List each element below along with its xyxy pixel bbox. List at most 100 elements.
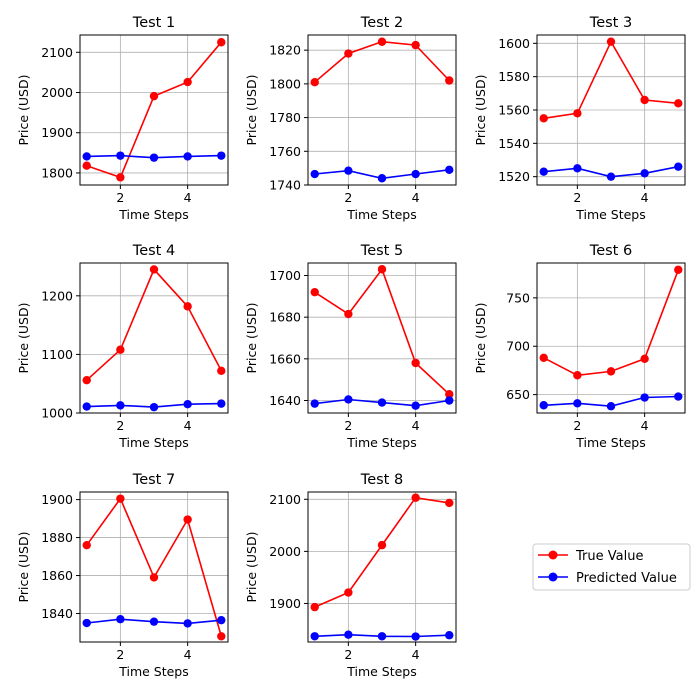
- data-point: [640, 169, 649, 178]
- data-point: [82, 540, 91, 550]
- legend-predicted-marker: [548, 572, 558, 582]
- data-point: [217, 399, 226, 408]
- data-point: [116, 173, 125, 182]
- axes-frame: [307, 34, 457, 186]
- data-point: [183, 400, 192, 409]
- data-point: [539, 401, 548, 410]
- data-point: [310, 287, 319, 297]
- x-tick-label: 4: [412, 418, 420, 433]
- data-point: [217, 151, 226, 160]
- data-point: [116, 151, 125, 160]
- series-line-true: [86, 267, 223, 381]
- data-point: [640, 95, 649, 105]
- y-tick-label: 1600: [498, 36, 530, 51]
- x-tick-label: 4: [412, 190, 420, 205]
- data-point: [411, 632, 420, 641]
- data-point: [344, 309, 353, 319]
- y-tick-label: 1660: [269, 351, 301, 366]
- data-point: [149, 617, 159, 626]
- axes-frame: [307, 491, 457, 643]
- y-tick-label: 1840: [41, 606, 73, 621]
- axes-frame: [79, 262, 229, 414]
- data-point: [573, 371, 582, 380]
- data-point: [82, 375, 91, 385]
- data-point: [377, 398, 387, 407]
- data-point: [674, 162, 683, 171]
- x-tick-label: 4: [184, 190, 192, 205]
- y-tick-label: 2100: [269, 492, 301, 507]
- x-axis-label: Time Steps: [346, 207, 417, 222]
- data-point: [411, 169, 420, 179]
- data-point: [116, 345, 125, 354]
- y-tick-label: 1000: [41, 406, 73, 421]
- y-axis-label: Price (USD): [473, 303, 488, 374]
- y-tick-label: 1740: [269, 178, 301, 193]
- y-tick-label: 1540: [498, 136, 530, 151]
- series-line-true: [314, 496, 450, 608]
- x-tick-label: 4: [412, 647, 420, 662]
- x-axis-label: Time Steps: [575, 435, 646, 450]
- subplot-6: 2 4 650 700 750 Test 6 Time Steps Price (USD): [473, 243, 686, 450]
- x-axis-label: Time Steps: [575, 207, 646, 222]
- data-point: [445, 631, 454, 640]
- data-point: [82, 152, 91, 161]
- data-point: [217, 615, 226, 625]
- x-axis-label: Time Steps: [118, 435, 189, 450]
- data-point: [377, 37, 387, 46]
- subplot-title: Test 3: [589, 15, 632, 31]
- data-point: [573, 109, 582, 118]
- y-tick-label: 1880: [41, 530, 73, 545]
- legend: True Value Predicted Value: [532, 543, 691, 591]
- y-tick-label: 1780: [269, 110, 301, 125]
- data-point: [116, 494, 125, 503]
- y-tick-label: 1680: [269, 310, 301, 325]
- y-tick-label: 2100: [41, 45, 73, 60]
- x-axis-label: Time Steps: [346, 664, 417, 679]
- x-tick-label: 4: [641, 190, 649, 205]
- data-point: [149, 573, 159, 582]
- x-axis-label: Time Steps: [118, 664, 189, 679]
- data-point: [344, 395, 353, 404]
- y-tick-label: 1580: [498, 69, 530, 84]
- x-axis-label: Time Steps: [346, 435, 417, 450]
- y-axis-label: Price (USD): [244, 532, 259, 603]
- data-point: [82, 618, 91, 628]
- y-tick-label: 650: [506, 387, 530, 402]
- data-point: [217, 366, 226, 376]
- subplot-1: 2 4 1800 1900 2000 2100 Test 1 Time Steps Price …: [16, 15, 229, 222]
- subplot-title: Test 1: [132, 15, 175, 31]
- series-line-true: [314, 267, 450, 395]
- axes-frame: [79, 491, 229, 643]
- axes-frame: [79, 34, 229, 186]
- data-point: [217, 632, 226, 641]
- legend-frame: [532, 543, 691, 591]
- data-point: [149, 265, 159, 274]
- legend-predicted-label: Predicted Value: [576, 571, 677, 586]
- data-point: [149, 91, 159, 101]
- data-point: [411, 401, 420, 410]
- series-line-true: [543, 269, 680, 377]
- data-point: [344, 630, 353, 639]
- x-tick-label: 4: [641, 418, 649, 433]
- y-tick-label: 1700: [269, 268, 301, 283]
- y-axis-label: Price (USD): [473, 75, 488, 146]
- y-tick-label: 1900: [41, 125, 73, 140]
- data-point: [217, 38, 226, 47]
- y-axis-label: Price (USD): [16, 532, 31, 603]
- data-point: [377, 540, 387, 550]
- x-tick-label: 2: [116, 190, 124, 205]
- data-point: [539, 353, 548, 363]
- data-point: [344, 588, 353, 597]
- subplot-title: Test 4: [132, 243, 175, 259]
- series-line-true: [86, 496, 223, 637]
- data-point: [445, 76, 454, 85]
- x-tick-label: 4: [184, 418, 192, 433]
- data-point: [573, 164, 582, 173]
- x-axis-label: Time Steps: [118, 207, 189, 222]
- data-point: [310, 169, 319, 179]
- data-point: [411, 40, 420, 50]
- data-point: [183, 152, 192, 161]
- data-point: [411, 493, 420, 502]
- y-tick-label: 1800: [269, 76, 301, 91]
